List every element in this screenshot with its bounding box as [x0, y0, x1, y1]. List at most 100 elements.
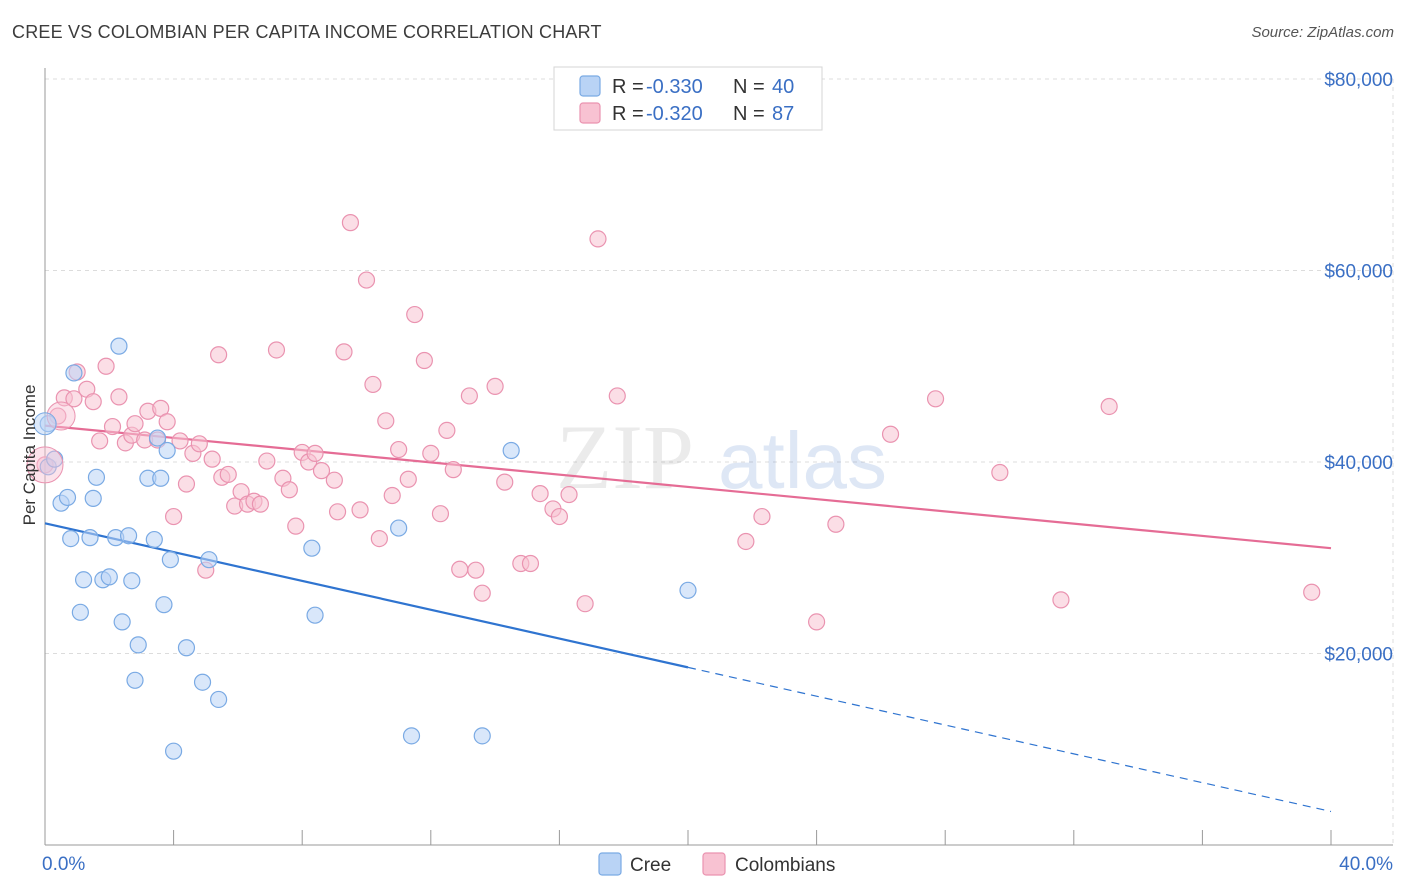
cree-point	[113, 613, 131, 631]
cree-point	[473, 727, 491, 745]
cree-point	[81, 529, 99, 547]
colombians-point	[97, 357, 115, 375]
cree-point	[210, 690, 228, 709]
series-legend: Cree Colombians	[598, 852, 835, 876]
cree-point	[126, 671, 144, 689]
stats-legend-r-value-cree: -0.330	[646, 76, 703, 98]
colombians-point	[335, 343, 353, 361]
colombians-point	[91, 432, 109, 450]
colombians-point	[377, 412, 395, 430]
colombians-point	[1303, 583, 1321, 601]
colombians-point	[608, 387, 626, 405]
source-label: Source: ZipAtlas.com	[1251, 24, 1394, 41]
colombians-point	[753, 507, 771, 526]
cree-point	[158, 441, 176, 460]
colombians-point	[177, 475, 196, 493]
colombians-point	[325, 471, 343, 489]
y-axis-title: Per Capita Income	[20, 385, 39, 526]
colombians-point	[251, 495, 270, 513]
legend-swatch-colombians	[702, 852, 726, 876]
colombians-point	[84, 393, 102, 411]
colombians-point	[422, 444, 440, 462]
cree-point	[84, 489, 102, 507]
cree-point	[33, 412, 57, 436]
stats-legend-swatch-colombians	[579, 102, 601, 124]
cree-point	[306, 606, 324, 624]
watermark: ZIP atlas	[556, 406, 887, 508]
cree-point	[110, 337, 128, 355]
cree-point	[62, 529, 80, 548]
colombians-point	[103, 417, 122, 436]
chart-title: CREE VS COLOMBIAN PER CAPITA INCOME CORR…	[12, 22, 602, 42]
cree-point	[145, 530, 163, 549]
cree-point	[152, 469, 170, 487]
colombians-point	[370, 529, 388, 548]
colombians-point	[399, 470, 417, 488]
colombians-point	[258, 452, 276, 470]
colombians-point	[351, 501, 369, 519]
colombians-point	[807, 613, 826, 631]
colombians-point	[203, 450, 221, 468]
cree-point	[58, 488, 77, 507]
cree-point	[303, 539, 321, 557]
cree-point	[193, 673, 212, 691]
colombians-point	[576, 595, 594, 613]
colombians-point	[486, 377, 504, 395]
cree-point	[74, 571, 93, 589]
y-tick-label: $80,000	[1324, 70, 1393, 91]
cree-point	[119, 527, 138, 545]
colombians-point	[991, 463, 1009, 482]
colombians-point	[431, 505, 450, 523]
colombians-point	[406, 305, 424, 324]
colombians-point	[390, 440, 408, 459]
cree-point	[390, 519, 408, 537]
colombians-point	[415, 351, 433, 370]
colombians-point	[26, 446, 64, 484]
y-tick-label: $20,000	[1324, 645, 1393, 666]
cree-point	[679, 581, 697, 599]
colombians-point	[341, 214, 360, 232]
colombians-point	[357, 271, 376, 289]
cree-point	[177, 639, 196, 657]
cree-point	[165, 742, 183, 760]
watermark-atlas: atlas	[718, 416, 887, 505]
colombians-point	[1052, 591, 1070, 609]
colombians-point	[451, 560, 469, 578]
legend-swatch-cree	[598, 852, 622, 876]
stats-legend-n-label-colombians: N =	[733, 103, 765, 125]
colombians-point	[473, 584, 491, 602]
colombians-point	[280, 481, 298, 499]
colombians-point	[460, 387, 478, 405]
colombians-point	[328, 503, 347, 521]
cree-point	[161, 551, 179, 569]
colombians-point	[165, 507, 183, 526]
colombians-point	[110, 388, 128, 406]
colombians-point	[589, 230, 607, 248]
colombians-point	[267, 341, 286, 359]
colombians-point	[65, 390, 83, 408]
colombians-point	[306, 444, 324, 462]
cree-point	[502, 441, 520, 460]
cree-point	[148, 429, 167, 447]
cree-point	[200, 551, 218, 569]
colombians-point	[219, 465, 237, 484]
y-tick-label: $40,000	[1324, 453, 1393, 474]
y-tick-label: $60,000	[1324, 262, 1393, 283]
stats-legend-r-value-colombians: -0.320	[646, 103, 703, 125]
colombians-point	[496, 473, 514, 491]
colombians-point	[364, 375, 382, 394]
colombians-point	[521, 554, 540, 573]
cree-point	[87, 468, 106, 486]
colombians-point	[467, 561, 485, 579]
colombians-point	[171, 432, 189, 450]
colombians-point	[827, 515, 845, 533]
y-tick-labels: $20,000 $40,000 $60,000 $80,000	[1324, 70, 1393, 666]
colombians-point	[444, 461, 462, 479]
cree-point	[155, 596, 173, 614]
cree-point	[100, 568, 118, 586]
cree-point	[123, 572, 141, 590]
stats-legend-r-label-colombians: R =	[612, 103, 644, 125]
colombians-point	[881, 425, 900, 443]
stats-legend-n-value-cree: 40	[772, 76, 794, 98]
